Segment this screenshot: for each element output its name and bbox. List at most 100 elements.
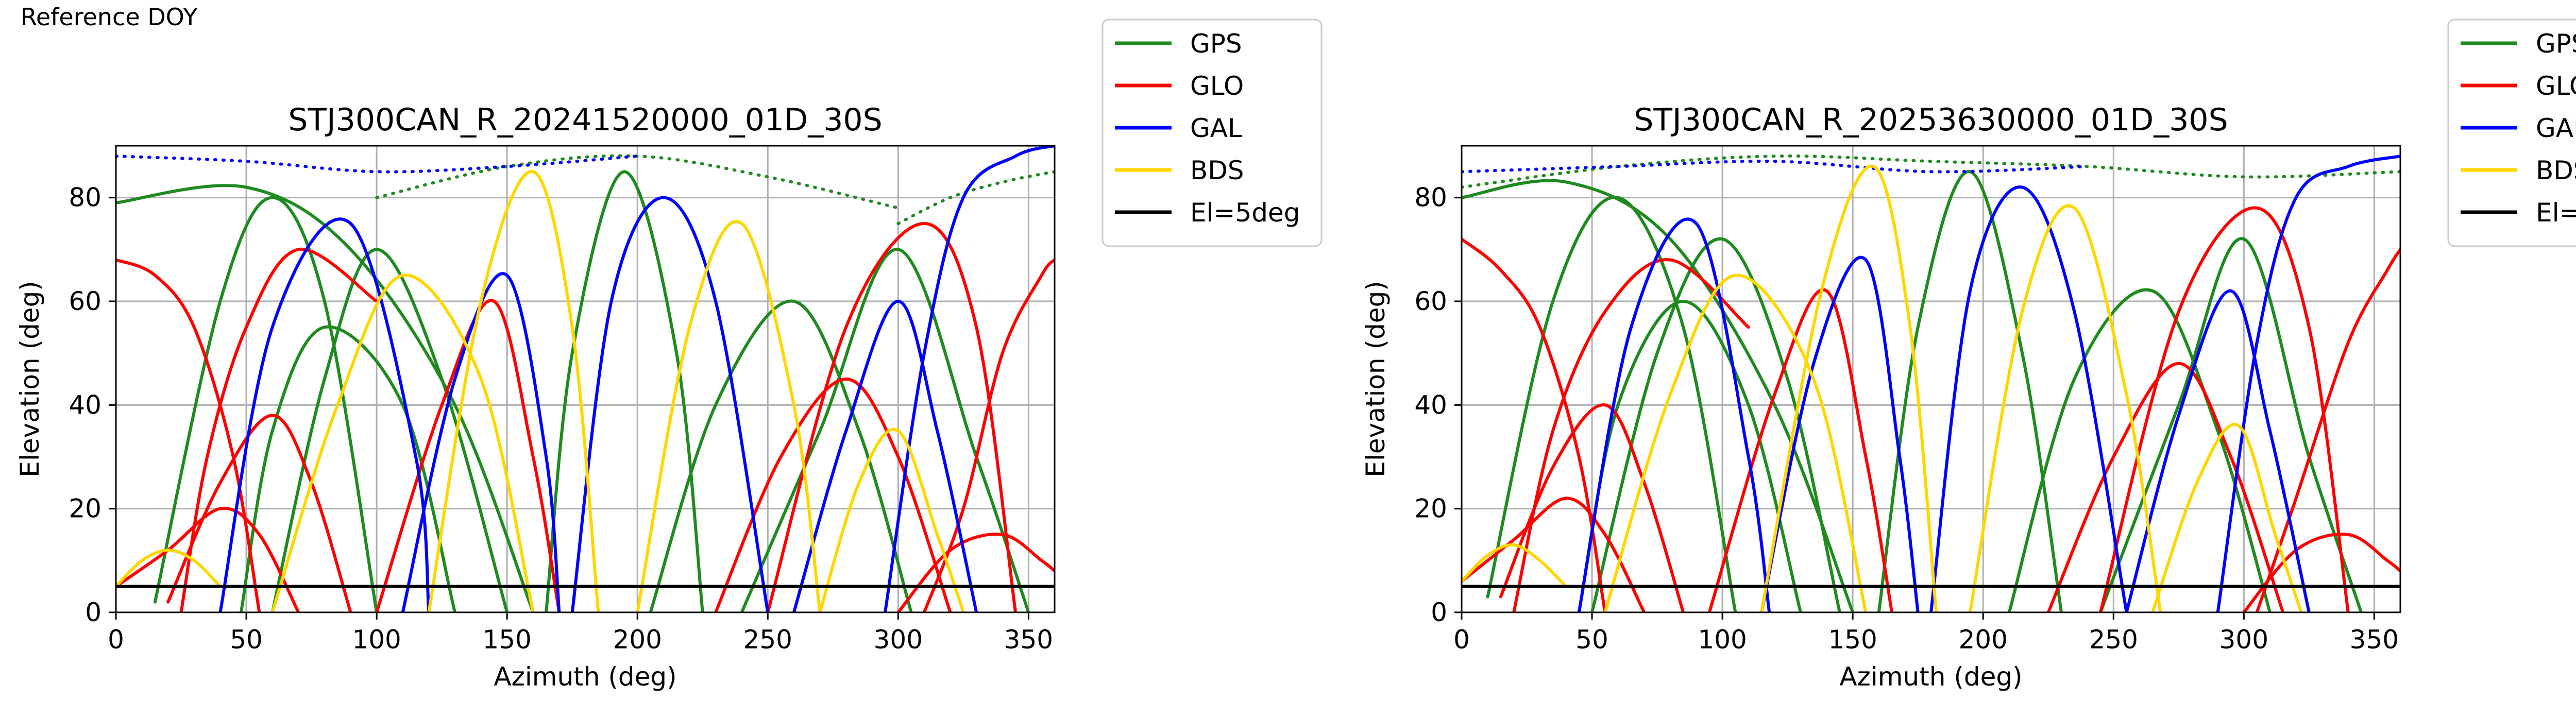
p1-gps-track-7 — [896, 170, 1055, 225]
p1-gal-track-5 — [116, 155, 639, 174]
reference-doy-label: Reference DOY — [21, 3, 198, 31]
p2-gps-track-6 — [1462, 179, 1855, 612]
p2-bds-track-1 — [1603, 273, 1868, 612]
p2-xtick-label-200: 200 — [1959, 625, 2008, 655]
p1-glo-track-2 — [179, 247, 379, 612]
p2-xtick-label-150: 150 — [1828, 625, 1877, 655]
p1-bds-track-1 — [270, 273, 535, 612]
p1-legend-label-gal: GAL — [1190, 113, 1242, 143]
p1-legend: GPS GLO GAL BDS El=5deg — [1101, 19, 1323, 247]
p1-legend-label-gps: GPS — [1190, 29, 1242, 59]
p2-legend-label-gal: GAL — [2536, 113, 2576, 143]
p2-ytick-label-20: 20 — [1414, 494, 1447, 524]
p2-y-axis-label: Elevation (deg) — [1361, 281, 1391, 477]
p1-ytick-label-80: 80 — [69, 183, 101, 213]
p1-gps-track-4 — [649, 299, 913, 612]
p2-legend-label-el-5deg: El=5deg — [2536, 198, 2576, 228]
p1-series-bds — [116, 170, 965, 612]
p1-glo-track-0 — [116, 506, 300, 612]
p2-gal-track-5 — [1462, 159, 2089, 174]
p2-chart-title: STJ300CAN_R_20253630000_01D_30S — [1634, 102, 2228, 138]
p1-series-gal — [116, 146, 1055, 612]
p1-xtick-label-200: 200 — [613, 625, 662, 655]
p2-bds-track-4 — [2151, 423, 2303, 612]
p1-ytick-label-0: 0 — [85, 597, 101, 627]
p2-gps-track-4 — [2007, 288, 2272, 612]
p2-legend: GPS GLO GAL BDS El=5deg — [2447, 19, 2576, 247]
p1-gps-track-8 — [375, 154, 900, 210]
p1-legend-label-bds: BDS — [1190, 156, 1244, 185]
p2-gal-track-1 — [1760, 255, 1920, 612]
p2-glo-track-4 — [2255, 248, 2400, 612]
p1-legend-box — [1101, 19, 1323, 247]
p1-series-glo — [116, 221, 1055, 612]
p2-gal-track-3 — [2125, 289, 2311, 612]
p2-legend-label-gps: GPS — [2536, 29, 2576, 59]
p2-legend-box — [2447, 19, 2576, 247]
p2-x-axis-label: Azimuth (deg) — [1839, 662, 2022, 692]
p1-gps-track-6 — [116, 184, 535, 612]
p1-x-axis-label: Azimuth (deg) — [494, 662, 676, 692]
p2-bds-track-0 — [1462, 543, 1568, 588]
p1-xtick-label-150: 150 — [482, 625, 531, 655]
p1-xtick-label-50: 50 — [230, 625, 263, 655]
p1-glo-track-6 — [714, 377, 952, 612]
p2-xtick-label-50: 50 — [1575, 625, 1608, 655]
p2-xtick-label-250: 250 — [2089, 625, 2138, 655]
p2-xtick-label-300: 300 — [2219, 625, 2268, 655]
p2-xtick-label-0: 0 — [1453, 625, 1470, 655]
p1-axes-frame — [115, 145, 1056, 613]
p1-gal-track-4 — [884, 146, 1055, 612]
p1-gal-track-1 — [401, 272, 561, 612]
p1-y-axis-label: Elevation (deg) — [15, 281, 45, 477]
p1-gal-track-3 — [792, 299, 978, 612]
p1-bds-track-2 — [636, 220, 822, 612]
p1-gps-track-1 — [270, 248, 509, 612]
p2-ytick-label-60: 60 — [1414, 286, 1447, 316]
p2-bds-track-3 — [1760, 164, 1938, 612]
p1-series-gps — [116, 154, 1055, 612]
p1-gps-track-3 — [545, 170, 704, 612]
skyplot-panel-1: 0 50 100 150 200 250 300 350 0 20 40 60 80 STJ300CAN_… — [15, 19, 1323, 692]
p2-xtick-label-100: 100 — [1698, 625, 1747, 655]
p1-legend-label-el-5deg: El=5deg — [1190, 198, 1300, 228]
p1-xtick-label-350: 350 — [1004, 625, 1053, 655]
p2-glo-track-0 — [1462, 496, 1646, 612]
p1-gps-track-5 — [740, 248, 1030, 612]
p2-gal-track-2 — [1929, 185, 2128, 612]
p2-gal-track-4 — [2216, 155, 2400, 612]
p2-ytick-label-0: 0 — [1431, 597, 1447, 627]
p2-series-gal — [1462, 155, 2400, 612]
p2-legend-label-bds: BDS — [2536, 156, 2576, 185]
p1-glo-track-1 — [166, 414, 352, 612]
p2-gps-track-3 — [1877, 170, 2063, 612]
p1-bds-track-0 — [116, 548, 222, 588]
p2-axes-frame — [1461, 145, 2401, 613]
p1-xtick-label-100: 100 — [352, 625, 401, 655]
p2-legend-label-glo: GLO — [2536, 71, 2576, 101]
p2-glo-track-2 — [1512, 258, 1750, 612]
p1-xtick-label-250: 250 — [743, 625, 792, 655]
p1-glo-track-7 — [766, 221, 1018, 612]
p1-glo-track-5 — [896, 533, 1055, 612]
p2-ytick-label-80: 80 — [1414, 183, 1447, 213]
p1-tracks — [116, 146, 1055, 612]
p1-glo-track-8 — [375, 299, 561, 612]
p1-xtick-label-0: 0 — [108, 625, 124, 655]
p1-gal-track-0 — [218, 217, 431, 612]
p2-xtick-label-350: 350 — [2350, 625, 2399, 655]
p1-legend-label-glo: GLO — [1190, 71, 1244, 101]
p1-ytick-label-40: 40 — [69, 390, 101, 420]
p1-ytick-label-20: 20 — [69, 494, 101, 524]
p1-gps-track-2 — [153, 196, 379, 612]
p1-glo-track-4 — [922, 258, 1055, 612]
p1-xtick-label-300: 300 — [874, 625, 923, 655]
p1-ytick-label-60: 60 — [69, 286, 101, 316]
p2-glo-track-8 — [1707, 288, 1894, 612]
p2-gps-track-1 — [1590, 237, 1841, 612]
p2-bds-track-2 — [1968, 204, 2162, 612]
p1-bds-track-3 — [427, 170, 600, 612]
p2-tracks — [1462, 154, 2400, 612]
p1-gal-track-2 — [570, 196, 770, 612]
